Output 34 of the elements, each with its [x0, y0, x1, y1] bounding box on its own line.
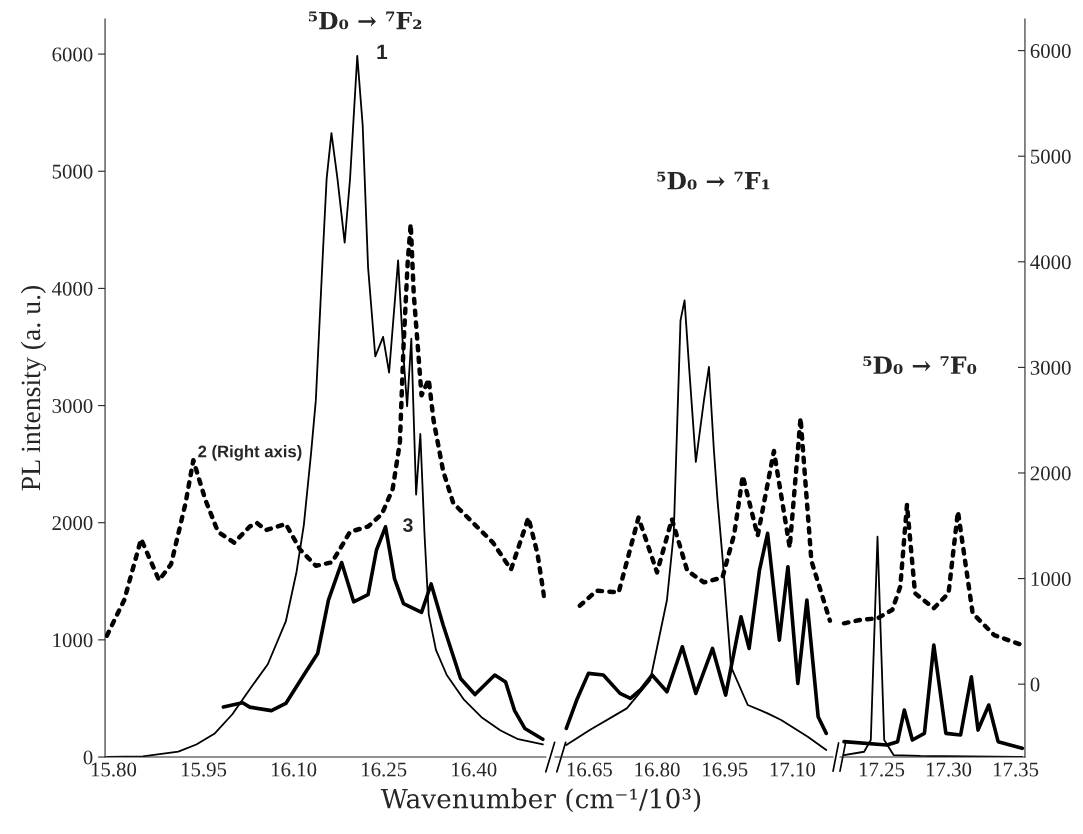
y2-tick-label: 0 — [1030, 677, 1040, 692]
x-tick-label: 16.10 — [272, 762, 317, 777]
x-tick-label: 17.30 — [926, 762, 972, 777]
chart-title: ⁵D₀ → ⁷F₂ — [308, 11, 422, 30]
x-tick-label: 17.25 — [859, 762, 905, 777]
x-tick-label: 15.95 — [181, 762, 227, 777]
y2-tick-label: 1000 — [1031, 571, 1071, 586]
y-tick-label: 3000 — [52, 398, 93, 413]
x-tick-label: 15.80 — [91, 762, 137, 777]
y-tick-label: 2000 — [52, 516, 93, 531]
y2-tick-label: 5000 — [1031, 149, 1071, 164]
y2-tick-label: 2000 — [1030, 466, 1071, 481]
x-axis-title: Wavenumber (cm⁻¹/10³) — [380, 788, 701, 813]
x-tick-label: 17.10 — [770, 762, 816, 777]
y-tick-label: 5000 — [52, 164, 93, 179]
y-tick-label: 6000 — [52, 47, 93, 62]
y-tick-label: 4000 — [51, 281, 93, 296]
text: ⁵D₀ → ⁷F₀ — [863, 356, 977, 374]
y-tick-label: 0 — [83, 750, 93, 765]
x-tick-label: 16.95 — [703, 762, 748, 777]
y-axis-title: PL intensity (a. u.) — [20, 285, 47, 491]
y2-tick-label: 4000 — [1030, 255, 1071, 270]
x-tick-label: 16.40 — [452, 762, 497, 777]
x-tick-label: 16.25 — [362, 762, 407, 777]
y2-tick-label: 6000 — [1030, 43, 1071, 59]
x-tick-label: 16.65 — [567, 762, 612, 777]
y-tick-label: 1000 — [53, 633, 93, 648]
annotation: 1 — [377, 44, 388, 60]
x-tick-label: 17.35 — [993, 762, 1039, 777]
annotation: 3 — [403, 518, 413, 532]
text: ⁵D₀ → ⁷F₁ — [657, 171, 770, 190]
annotation: 2 (Right axis) — [198, 445, 302, 461]
y2-tick-label: 3000 — [1030, 360, 1071, 375]
x-tick-label: 16.80 — [635, 762, 680, 777]
